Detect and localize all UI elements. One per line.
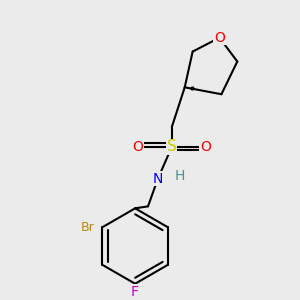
Text: O: O (200, 140, 211, 154)
Text: S: S (167, 139, 177, 154)
Text: O: O (133, 140, 143, 154)
Text: N: N (153, 172, 163, 186)
Text: Br: Br (81, 221, 94, 234)
Text: H: H (175, 169, 185, 183)
Text: F: F (131, 285, 139, 299)
Text: O: O (214, 31, 225, 45)
